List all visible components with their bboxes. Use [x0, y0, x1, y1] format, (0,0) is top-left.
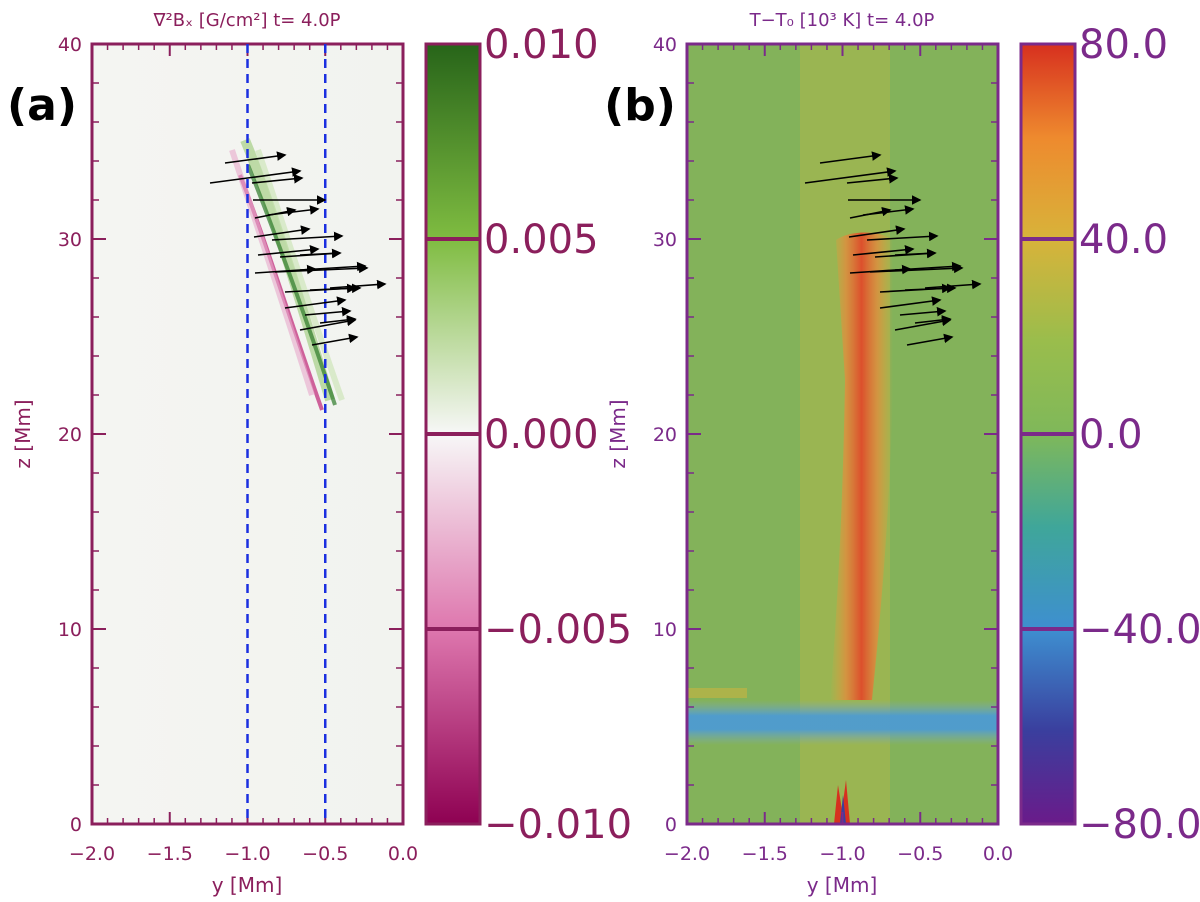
y-tick-label-a: 20: [58, 424, 82, 446]
y-tick-label-b: 30: [653, 229, 677, 251]
y-tick-label-b: 10: [653, 619, 677, 641]
ticks-a: −2.0 −1.5 −1.0 −0.5 0.0 0 10 20 30 40: [58, 34, 418, 865]
base-spike-b: [834, 780, 850, 824]
velocity-arrow: [299, 261, 367, 272]
colorbar-label-b: −80.0: [1079, 802, 1200, 848]
colorbar-label-b: 80.0: [1079, 22, 1168, 68]
velocity-arrow: [284, 296, 347, 309]
xlabel-a: y [Mm]: [212, 873, 283, 897]
velocity-arrow: [869, 263, 964, 274]
x-tick-label-a: −1.0: [224, 843, 270, 865]
panel-a: −2.0 −1.5 −1.0 −0.5 0.0 0 10 20 30 40 ∇²Bₓ [G/cm²…: [7, 10, 632, 897]
velocity-arrow: [846, 174, 899, 184]
velocity-arrow: [819, 151, 882, 164]
x-tick-label-b: −1.0: [819, 843, 865, 865]
panel-label-a: (a): [7, 80, 77, 131]
velocity-arrow: [271, 231, 344, 242]
velocity-arrow: [904, 283, 957, 294]
x-tick-label-a: −2.0: [69, 843, 115, 865]
velocity-arrow: [274, 263, 369, 274]
y-tick-label-a: 40: [58, 34, 82, 56]
velocity-arrow: [924, 279, 982, 290]
velocity-arrow: [319, 315, 357, 325]
velocity-arrow: [852, 245, 915, 256]
velocity-arrow: [257, 245, 320, 256]
xlabel-b: y [Mm]: [807, 873, 878, 897]
velocity-arrow: [899, 306, 947, 317]
title-b: T−T₀ [10³ K] t= 4.0P: [749, 10, 935, 31]
colorbar-label-b: 0.0: [1079, 412, 1143, 458]
y-tick-label-b: 0: [665, 814, 677, 836]
velocity-arrows-a: [209, 151, 387, 346]
colorbar-label-a: −0.010: [484, 802, 632, 848]
velocity-arrow: [879, 296, 942, 309]
x-tick-label-b: −2.0: [664, 843, 710, 865]
velocity-arrow: [304, 306, 352, 317]
velocity-arrow: [862, 205, 915, 216]
colorbar-label-a: −0.005: [484, 607, 632, 653]
panel-label-b: (b): [604, 80, 676, 131]
y-tick-label-b: 40: [653, 34, 677, 56]
velocity-arrow: [906, 333, 954, 346]
title-a: ∇²Bₓ [G/cm²] t= 4.0P: [152, 10, 340, 31]
velocity-arrow: [209, 167, 302, 184]
velocity-arrow: [267, 205, 320, 216]
colorbar-ticks-a: 0.010 0.005 0.000 −0.005 −0.010: [426, 22, 632, 848]
y-tick-label-a: 10: [58, 619, 82, 641]
velocity-arrow: [804, 167, 897, 184]
velocity-arrow: [894, 261, 962, 272]
velocity-arrow: [224, 151, 287, 164]
ylabel-b: z [Mm]: [606, 399, 630, 468]
velocity-arrow: [309, 283, 362, 294]
velocity-arrow: [311, 333, 359, 346]
x-tick-label-b: −1.5: [742, 843, 788, 865]
colorbar-label-a: 0.005: [484, 217, 599, 263]
ticks-b: −2.0 −1.5 −1.0 −0.5 0.0 0 10 20 30 40: [653, 34, 1013, 865]
velocity-arrow: [866, 231, 939, 242]
x-tick-label-b: −0.5: [897, 843, 943, 865]
x-tick-label-a: −0.5: [302, 843, 348, 865]
velocity-arrow: [329, 279, 387, 290]
velocity-arrow: [894, 316, 952, 331]
velocity-arrow: [251, 174, 304, 184]
colorbar-label-a: 0.000: [484, 412, 599, 458]
velocity-arrows-b: [804, 151, 982, 346]
y-tick-label-a: 30: [58, 229, 82, 251]
velocity-arrow: [299, 248, 342, 259]
velocity-arrow: [299, 316, 357, 331]
colorbar-label-b: −40.0: [1079, 607, 1200, 653]
panel-b: −2.0 −1.5 −1.0 −0.5 0.0 0 10 20 30 40 T−T₀ [10³ K…: [604, 10, 1200, 897]
colorbar-label-a: 0.010: [484, 22, 599, 68]
velocity-arrow: [894, 248, 937, 259]
colorbar-label-b: 40.0: [1079, 217, 1168, 263]
colorbar-ticks-b: 80.0 40.0 0.0 −40.0 −80.0: [1021, 22, 1200, 848]
ylabel-a: z [Mm]: [11, 399, 35, 468]
x-tick-label-b: 0.0: [983, 843, 1013, 865]
y-tick-label-a: 0: [70, 814, 82, 836]
y-tick-label-b: 20: [653, 424, 677, 446]
x-tick-label-a: 0.0: [388, 843, 418, 865]
temperature-plume-b: [830, 232, 893, 700]
cool-band-b: [687, 700, 998, 745]
velocity-arrow: [848, 225, 906, 238]
velocity-arrow: [914, 315, 952, 325]
velocity-arrow: [253, 225, 311, 238]
x-tick-label-a: −1.5: [147, 843, 193, 865]
dashed-lines-a: [246, 44, 327, 824]
